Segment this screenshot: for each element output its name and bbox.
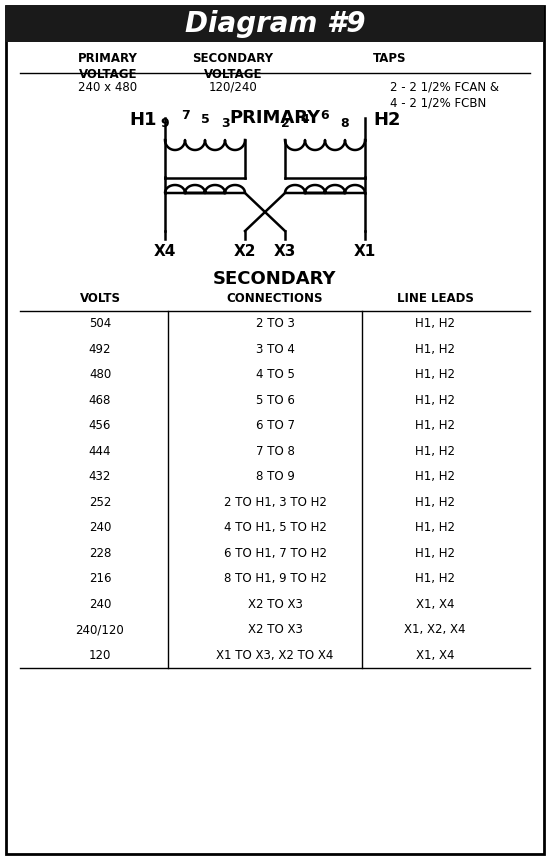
- Text: 240 x 480: 240 x 480: [79, 81, 138, 94]
- Text: X2 TO X3: X2 TO X3: [248, 624, 302, 636]
- Text: H1, H2: H1, H2: [415, 368, 455, 381]
- Text: SECONDARY
VOLTAGE: SECONDARY VOLTAGE: [192, 52, 273, 81]
- Text: 120: 120: [89, 648, 111, 661]
- Text: 120/240: 120/240: [208, 81, 257, 94]
- Text: 468: 468: [89, 394, 111, 407]
- Text: X3: X3: [274, 243, 296, 259]
- Text: 444: 444: [89, 445, 111, 458]
- Text: VOLTS: VOLTS: [80, 292, 120, 305]
- Text: X1, X4: X1, X4: [416, 598, 454, 611]
- Text: 5 TO 6: 5 TO 6: [256, 394, 294, 407]
- Text: 9: 9: [161, 117, 169, 130]
- Text: 252: 252: [89, 495, 111, 509]
- Text: 8 TO 9: 8 TO 9: [256, 470, 294, 483]
- Text: 4: 4: [301, 113, 309, 126]
- Text: CONNECTIONS: CONNECTIONS: [227, 292, 323, 305]
- Text: 2 TO 3: 2 TO 3: [256, 317, 294, 330]
- Text: 2 - 2 1/2% FCAN &
4 - 2 1/2% FCBN: 2 - 2 1/2% FCAN & 4 - 2 1/2% FCBN: [390, 81, 499, 109]
- Text: X4: X4: [154, 243, 176, 259]
- Text: H1, H2: H1, H2: [415, 317, 455, 330]
- Text: X1, X4: X1, X4: [416, 648, 454, 661]
- Text: 432: 432: [89, 470, 111, 483]
- Text: 7 TO 8: 7 TO 8: [256, 445, 294, 458]
- Text: 228: 228: [89, 547, 111, 560]
- Text: H1, H2: H1, H2: [415, 470, 455, 483]
- Text: 7: 7: [180, 109, 189, 122]
- Text: H1, H2: H1, H2: [415, 394, 455, 407]
- FancyBboxPatch shape: [6, 6, 544, 42]
- Text: 5: 5: [201, 113, 210, 126]
- Text: LINE LEADS: LINE LEADS: [397, 292, 474, 305]
- Text: 4 TO 5: 4 TO 5: [256, 368, 294, 381]
- Text: X1 TO X3, X2 TO X4: X1 TO X3, X2 TO X4: [216, 648, 334, 661]
- Text: 8: 8: [340, 117, 349, 130]
- Text: Diagram #9: Diagram #9: [185, 10, 365, 38]
- Text: H1: H1: [129, 111, 157, 129]
- Text: X2: X2: [234, 243, 256, 259]
- Text: 2 TO H1, 3 TO H2: 2 TO H1, 3 TO H2: [223, 495, 327, 509]
- Text: X2 TO X3: X2 TO X3: [248, 598, 302, 611]
- FancyBboxPatch shape: [6, 6, 544, 854]
- Text: 216: 216: [89, 572, 111, 586]
- Text: 240/120: 240/120: [76, 624, 124, 636]
- Text: 4 TO H1, 5 TO H2: 4 TO H1, 5 TO H2: [223, 521, 327, 534]
- Text: H1, H2: H1, H2: [415, 547, 455, 560]
- Text: TAPS: TAPS: [373, 52, 407, 65]
- Text: H2: H2: [373, 111, 401, 129]
- Text: SECONDARY: SECONDARY: [213, 270, 337, 288]
- Text: 240: 240: [89, 598, 111, 611]
- Text: H1, H2: H1, H2: [415, 521, 455, 534]
- Text: H1, H2: H1, H2: [415, 445, 455, 458]
- Text: PRIMARY
VOLTAGE: PRIMARY VOLTAGE: [78, 52, 138, 81]
- Text: 504: 504: [89, 317, 111, 330]
- Text: 492: 492: [89, 343, 111, 356]
- Text: H1, H2: H1, H2: [415, 343, 455, 356]
- Text: X1, X2, X4: X1, X2, X4: [404, 624, 466, 636]
- Text: 480: 480: [89, 368, 111, 381]
- Text: 6: 6: [321, 109, 329, 122]
- Text: H1, H2: H1, H2: [415, 420, 455, 433]
- Text: 6 TO 7: 6 TO 7: [256, 420, 294, 433]
- Text: 240: 240: [89, 521, 111, 534]
- Text: 456: 456: [89, 420, 111, 433]
- Text: 6 TO H1, 7 TO H2: 6 TO H1, 7 TO H2: [223, 547, 327, 560]
- Text: 2: 2: [280, 117, 289, 130]
- Text: 3: 3: [221, 117, 229, 130]
- Text: X1: X1: [354, 243, 376, 259]
- Text: 3 TO 4: 3 TO 4: [256, 343, 294, 356]
- Text: 8 TO H1, 9 TO H2: 8 TO H1, 9 TO H2: [223, 572, 327, 586]
- Text: PRIMARY: PRIMARY: [229, 109, 321, 127]
- Text: H1, H2: H1, H2: [415, 495, 455, 509]
- Text: H1, H2: H1, H2: [415, 572, 455, 586]
